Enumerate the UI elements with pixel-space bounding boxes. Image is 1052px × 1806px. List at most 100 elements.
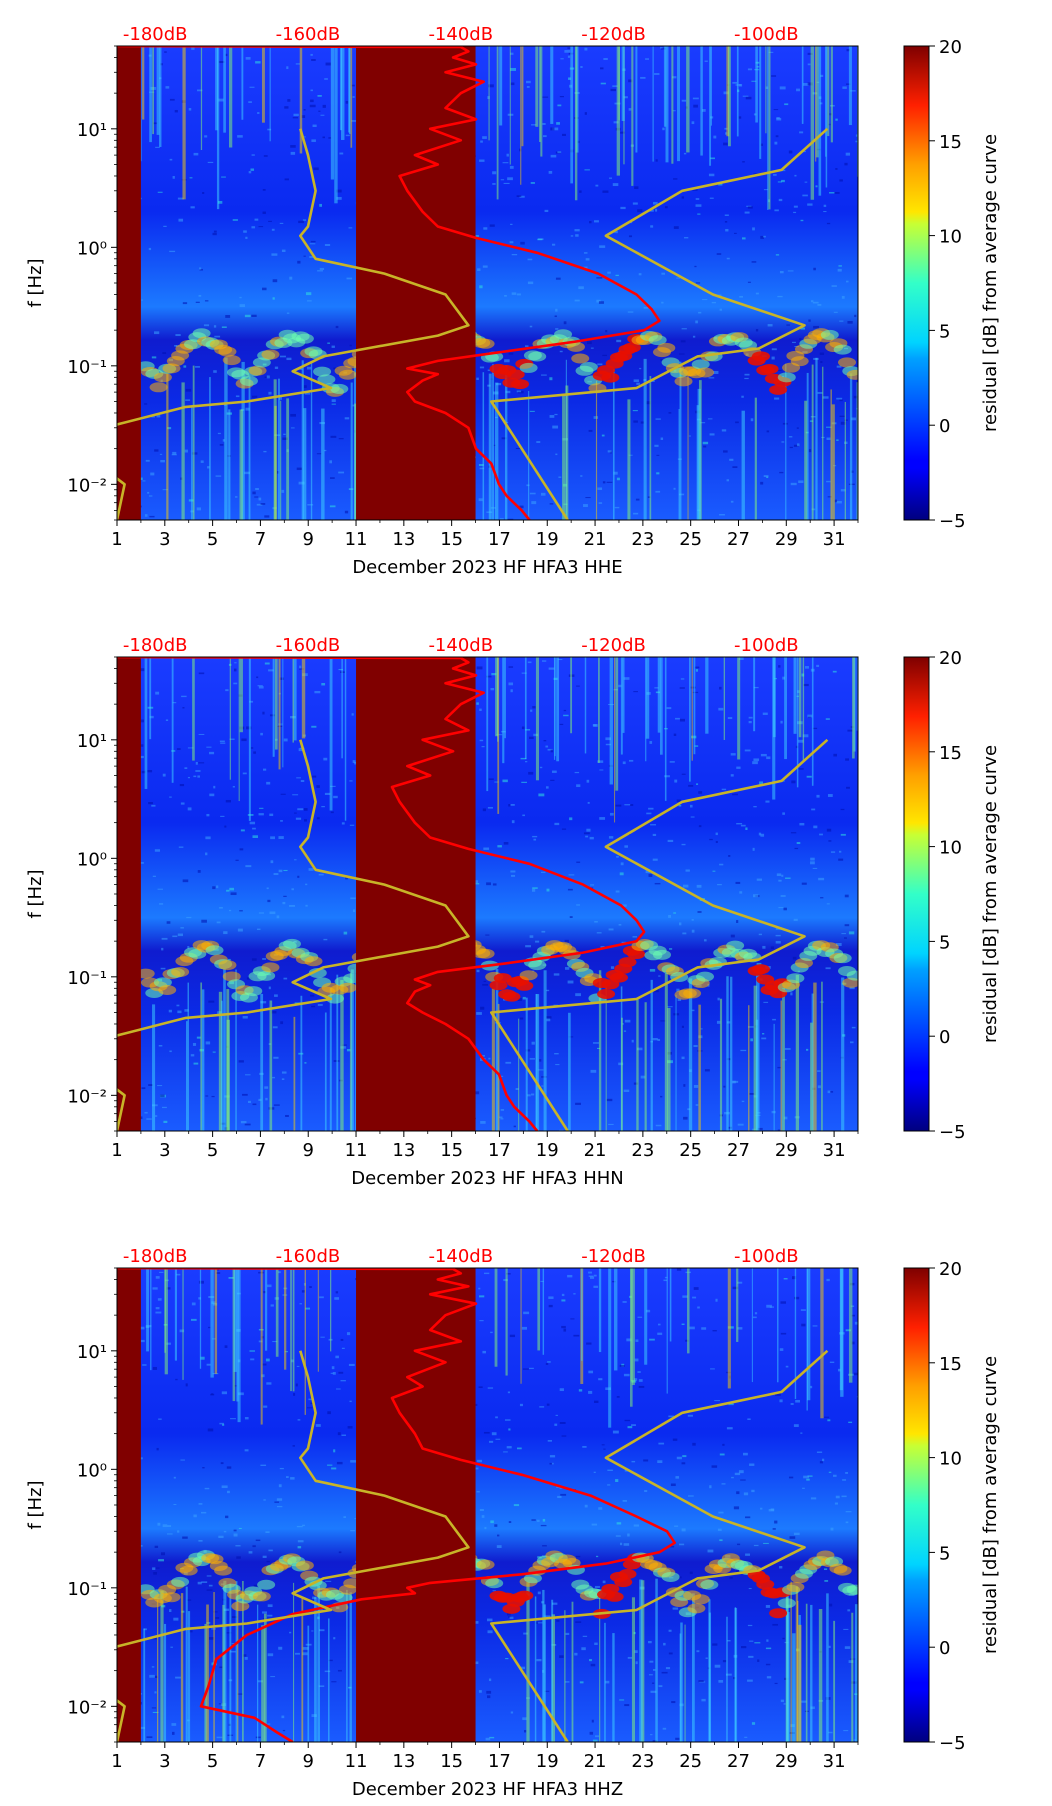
db-tick-label: -180dB (123, 1246, 188, 1267)
db-tick-label: -140dB (428, 24, 493, 45)
heatmap-background (117, 1268, 858, 1742)
colorbar-tick-label: 5 (939, 932, 950, 953)
y-axis-label: f [Hz] (25, 869, 46, 918)
x-tick-label: 21 (584, 529, 607, 550)
x-tick-label: 19 (536, 1751, 559, 1772)
y-tick-label: 10⁻² (67, 1086, 107, 1107)
y-tick-label: 10⁻² (67, 1697, 107, 1718)
db-tick-label: -160dB (276, 1246, 341, 1267)
x-tick-label: 29 (775, 1140, 798, 1161)
masked-region-1 (117, 1268, 141, 1742)
heatmap-texture (117, 46, 858, 520)
heatmap-area (117, 46, 858, 520)
x-axis-label: December 2023 HF HFA3 HHZ (352, 1779, 623, 1800)
y-tick-label: 10⁻² (67, 475, 107, 496)
colorbar-tick-label: 0 (939, 1027, 950, 1048)
y-tick-label: 10⁰ (77, 849, 107, 870)
masked-region-1 (117, 46, 141, 520)
db-tick-label: -180dB (123, 635, 188, 656)
x-tick-label: 7 (255, 1751, 266, 1772)
reference-curve-1 (117, 1350, 470, 1742)
spectrogram-panel-3: 1 3 5 7 9 11 13 15 17 19 21 23 25 27 29 3110⁻²10⁻¹10⁰10… (25, 1246, 1001, 1800)
x-tick-label: 11 (345, 1140, 368, 1161)
x-tick-label: 11 (345, 1751, 368, 1772)
colorbar-tick-label: 15 (939, 132, 962, 153)
heatmap-area (117, 657, 858, 1131)
x-tick-label: 23 (631, 1751, 654, 1772)
x-tick-label: 5 (207, 529, 218, 550)
x-tick-label: 15 (440, 1751, 463, 1772)
x-tick-label: 29 (775, 529, 798, 550)
y-tick-label: 10⁻¹ (67, 968, 107, 989)
colorbar-tick-label: 5 (939, 1543, 950, 1564)
colorbar-label: residual [dB] from average curve (980, 745, 1001, 1043)
y-axis-label: f [Hz] (25, 258, 46, 307)
x-tick-label: 13 (392, 529, 415, 550)
x-tick-label: 21 (584, 1140, 607, 1161)
colorbar-tick-label: 10 (939, 227, 962, 248)
colorbar-tick-label: 5 (939, 321, 950, 342)
x-tick-label: 27 (727, 529, 750, 550)
colorbar-tick-label: 20 (939, 648, 962, 669)
colorbar-tick-label: −5 (939, 1122, 966, 1143)
colorbar: 20 15 10 5 0 −5 residual [dB] from average cur… (903, 1259, 1001, 1754)
db-tick-label: -140dB (428, 635, 493, 656)
heatmap-background (117, 46, 858, 520)
db-tick-label: -120dB (581, 1246, 646, 1267)
x-tick-label: 27 (727, 1751, 750, 1772)
db-tick-label: -100dB (734, 1246, 799, 1267)
x-tick-label: 13 (392, 1140, 415, 1161)
x-tick-label: 7 (255, 529, 266, 550)
colorbar: 20 15 10 5 0 −5 residual [dB] from average cur… (903, 37, 1001, 532)
y-tick-label: 10⁰ (77, 1460, 107, 1481)
db-tick-label: -160dB (276, 635, 341, 656)
db-tick-label: -100dB (734, 24, 799, 45)
x-tick-label: 13 (392, 1751, 415, 1772)
colorbar-tick-label: 0 (939, 416, 950, 437)
x-tick-label: 3 (159, 1751, 170, 1772)
y-tick-label: 10¹ (77, 120, 107, 141)
y-tick-label: 10⁰ (77, 238, 107, 259)
x-tick-label: 5 (207, 1140, 218, 1161)
colorbar-tick-label: 20 (939, 1259, 962, 1280)
x-tick-label: 5 (207, 1751, 218, 1772)
y-tick-label: 10⁻¹ (67, 1579, 107, 1600)
colorbar-tick-label: −5 (939, 511, 966, 532)
db-tick-label: -160dB (276, 24, 341, 45)
x-tick-label: 25 (679, 1751, 702, 1772)
x-tick-label: 9 (302, 1751, 313, 1772)
x-tick-label: 17 (488, 1751, 511, 1772)
x-axis-label: December 2023 HF HFA3 HHN (351, 1168, 623, 1189)
x-tick-label: 23 (631, 1140, 654, 1161)
x-tick-label: 31 (823, 1751, 846, 1772)
colorbar: 20 15 10 5 0 −5 residual [dB] from average cur… (903, 648, 1001, 1143)
x-tick-label: 29 (775, 1751, 798, 1772)
x-tick-label: 1 (111, 1140, 122, 1161)
reference-curve-2 (490, 1349, 829, 1742)
colorbar-tick-label: 15 (939, 1354, 962, 1375)
reference-curve-2 (490, 738, 829, 1131)
colorbar-tick-label: 20 (939, 37, 962, 58)
x-tick-label: 21 (584, 1751, 607, 1772)
y-tick-label: 10⁻¹ (67, 357, 107, 378)
x-tick-label: 1 (111, 1751, 122, 1772)
x-tick-label: 25 (679, 1140, 702, 1161)
x-tick-label: 17 (488, 529, 511, 550)
x-tick-label: 1 (111, 529, 122, 550)
db-tick-label: -140dB (428, 1246, 493, 1267)
x-tick-label: 25 (679, 529, 702, 550)
x-tick-label: 7 (255, 1140, 266, 1161)
db-tick-label: -100dB (734, 635, 799, 656)
psd-curve-red (117, 46, 661, 520)
x-tick-label: 17 (488, 1140, 511, 1161)
heatmap-area (117, 1268, 858, 1742)
colorbar-tick-label: 10 (939, 1449, 962, 1470)
db-tick-label: -120dB (581, 635, 646, 656)
colorbar-tick-label: 15 (939, 743, 962, 764)
x-tick-label: 31 (823, 1140, 846, 1161)
y-tick-label: 10¹ (77, 731, 107, 752)
colorbar-gradient (903, 656, 930, 1132)
db-tick-label: -120dB (581, 24, 646, 45)
spectrogram-panel-1: 1 3 5 7 9 11 13 15 17 19 21 23 25 27 29 3110⁻²10⁻¹10⁰10… (25, 24, 1001, 578)
colorbar-label: residual [dB] from average curve (980, 134, 1001, 432)
